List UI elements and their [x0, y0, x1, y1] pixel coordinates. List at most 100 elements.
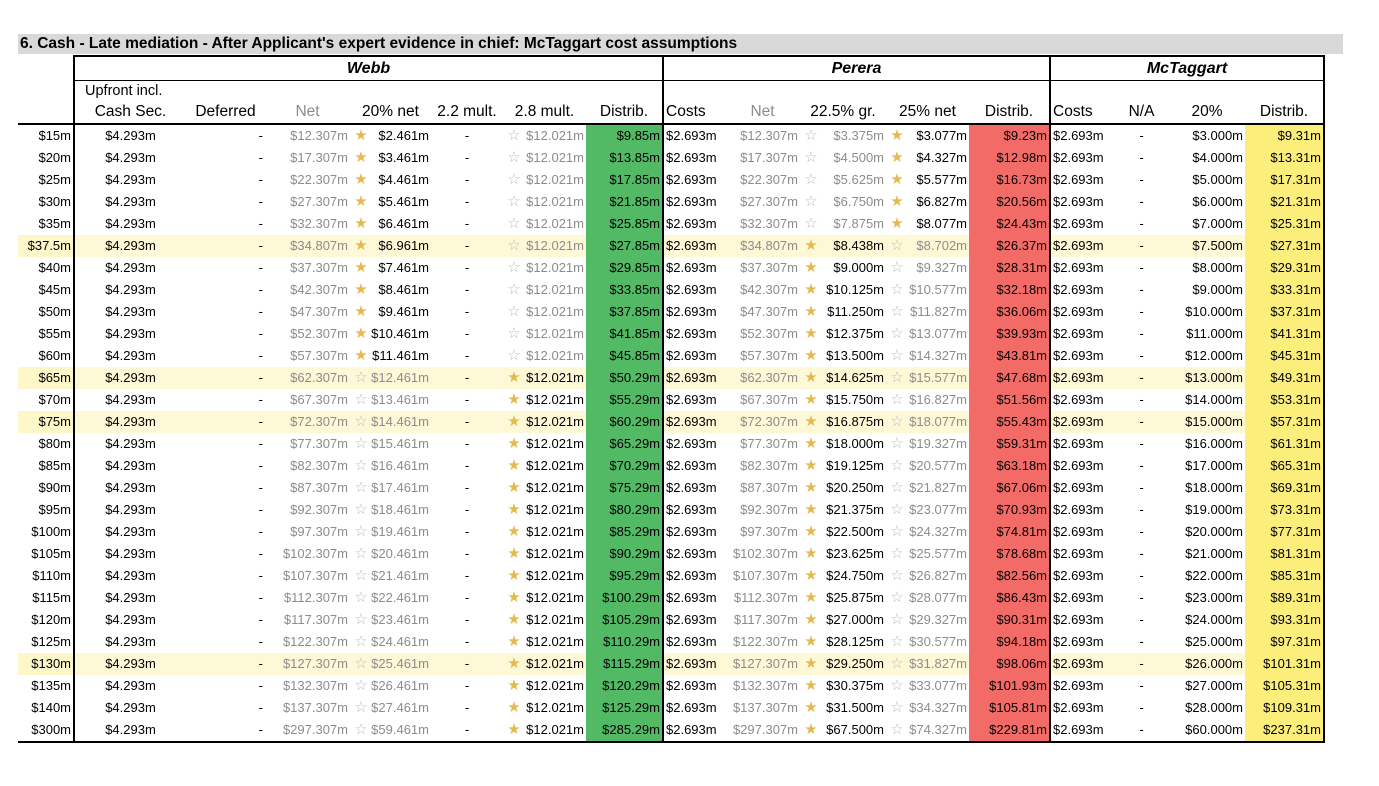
cell-perera-distrib: $26.37m: [969, 235, 1050, 257]
table-row: $105m $4.293m - $102.307m ☆ $20.461m - ★ $12.021…: [18, 543, 1325, 565]
star-filled-icon: ★: [804, 523, 818, 540]
cell-mct-distrib: $101.31m: [1245, 653, 1325, 675]
star-outline-icon: ☆: [354, 545, 368, 562]
cell-webb-distrib: $110.29m: [586, 631, 663, 653]
cell-22-5-gr-value: $15.750m: [826, 392, 884, 407]
cell-25-net-value: $3.077m: [916, 128, 967, 143]
cell-perera-costs: $2.693m: [662, 719, 725, 743]
cell-mct-distrib: $85.31m: [1245, 565, 1325, 587]
cell-upfront: $4.293m: [73, 609, 186, 631]
cell-mct-costs: $2.693m: [1049, 301, 1114, 323]
cell-webb-distrib: $285.29m: [586, 719, 663, 743]
cell-22-5-gr: ★ $30.375m: [800, 675, 886, 697]
cell-20-net-value: $15.461m: [371, 436, 429, 451]
cell-25-net: ☆ $10.577m: [886, 279, 969, 301]
star-outline-icon: ☆: [507, 127, 521, 144]
star-outline-icon: ☆: [354, 721, 368, 738]
cell-upfront: $4.293m: [73, 279, 186, 301]
cell-mct-costs: $2.693m: [1049, 147, 1114, 169]
star-outline-icon: ☆: [354, 391, 368, 408]
cell-deferred: -: [186, 653, 265, 675]
cell-2-8-mult: ★ $12.021m: [503, 675, 586, 697]
row-label: $37.5m: [18, 235, 74, 257]
cell-mct-costs: $2.693m: [1049, 499, 1114, 521]
cell-webb-distrib: $120.29m: [586, 675, 663, 697]
star-filled-icon: ★: [507, 633, 521, 650]
cell-2-8-mult-value: $12.021m: [526, 216, 584, 231]
cell-perera-distrib: $90.31m: [969, 609, 1050, 631]
header-perera-net: Net: [725, 101, 800, 125]
cell-net: $97.307m: [290, 524, 348, 539]
cell-deferred: -: [258, 216, 263, 231]
cell-mct-distrib: $17.31m: [1245, 169, 1325, 191]
cell-perera-distrib: $47.68m: [969, 367, 1050, 389]
star-outline-icon: ☆: [890, 457, 904, 474]
row-label: $115m: [32, 590, 71, 605]
cell-20-net-value: $25.461m: [371, 656, 429, 671]
cell-perera-net: $102.307m: [732, 546, 798, 561]
cell-20-net-value: $17.461m: [371, 480, 429, 495]
cell-perera-distrib: $16.73m: [969, 169, 1050, 191]
star-filled-icon: ★: [507, 479, 521, 496]
cell-perera-costs: $2.693m: [662, 521, 725, 543]
cell-mct-na: -: [1139, 590, 1144, 605]
cell-mct-na: -: [1139, 128, 1144, 143]
star-outline-icon: ☆: [890, 391, 904, 408]
cell-20-net: ☆ $14.461m: [350, 411, 431, 433]
star-filled-icon: ★: [804, 325, 818, 342]
cell-net: $122.307m: [282, 634, 348, 649]
cell-webb-distrib: $115.29m: [586, 653, 663, 675]
header-2-2-mult: 2.2 mult.: [431, 101, 503, 125]
table-row: $70m $4.293m - $67.307m ☆ $13.461m - ★ $12.021m $…: [18, 389, 1325, 411]
cell-25-net: ☆ $26.827m: [886, 565, 969, 587]
cell-20-net: ★ $6.461m: [350, 213, 431, 235]
cell-2-8-mult: ★ $12.021m: [503, 631, 586, 653]
cell-25-net: ☆ $11.827m: [886, 301, 969, 323]
row-label: $120m: [31, 612, 71, 627]
cell-net: $127.307m: [265, 653, 350, 675]
cell-25-net-value: $11.827m: [910, 304, 967, 319]
cell-perera-net: $12.307m: [740, 128, 798, 143]
row-label: $80m: [38, 436, 71, 451]
star-outline-icon: ☆: [890, 721, 904, 738]
cell-mct-na: -: [1114, 235, 1169, 257]
row-label: $95m: [38, 502, 71, 517]
star-outline-icon: ☆: [890, 567, 904, 584]
cell-2-8-mult-value: $12.021m: [526, 282, 584, 297]
header-cash-sec: Cash Sec.: [73, 101, 186, 125]
cell-mct-na: -: [1139, 348, 1144, 363]
cell-mct-distrib: $9.31m: [1245, 124, 1325, 147]
cell-net: $107.307m: [282, 568, 348, 583]
cell-25-net-value: $74.327m: [909, 722, 967, 737]
cell-2-8-mult-value: $12.021m: [526, 150, 584, 165]
cell-25-net: ☆ $29.327m: [886, 609, 969, 631]
cell-20-net: ☆ $27.461m: [350, 697, 431, 719]
cell-mct-distrib: $27.31m: [1245, 235, 1325, 257]
cell-mct-costs: $2.693m: [1049, 345, 1114, 367]
cell-20-net-value: $9.461m: [378, 304, 429, 319]
star-outline-icon: ☆: [507, 149, 521, 166]
cell-2-2-mult: -: [464, 678, 470, 693]
cell-perera-net: $32.307m: [740, 216, 798, 231]
star-filled-icon: ★: [507, 545, 521, 562]
cell-net: $117.307m: [283, 612, 348, 627]
cell-20-net: ★ $2.461m: [350, 124, 431, 147]
cell-deferred: -: [186, 367, 265, 389]
cell-20-net-value: $6.461m: [378, 216, 429, 231]
cell-22-5-gr: ★ $18.000m: [800, 433, 886, 455]
cell-20-net-value: $16.461m: [371, 458, 429, 473]
cell-mct-distrib: $29.31m: [1245, 257, 1325, 279]
cell-perera-costs: $2.693m: [662, 257, 725, 279]
cell-perera-net: $137.307m: [732, 700, 798, 715]
cell-perera-distrib: $70.93m: [969, 499, 1050, 521]
star-outline-icon: ☆: [507, 171, 521, 188]
row-label: $130m: [18, 653, 74, 675]
cell-2-8-mult-value: $12.021m: [526, 722, 584, 737]
cell-20-net: ☆ $20.461m: [350, 543, 431, 565]
cell-22-5-gr: ★ $16.875m: [800, 411, 886, 433]
star-filled-icon: ★: [507, 589, 521, 606]
cell-mct-distrib: $89.31m: [1245, 587, 1325, 609]
table-row: $130m $4.293m - $127.307m ☆ $25.461m - ★ $12.021…: [18, 653, 1325, 675]
table-row: $120m $4.293m - $117.307m ☆ $23.461m - ★ $12.021…: [18, 609, 1325, 631]
cell-perera-costs: $2.693m: [662, 653, 725, 675]
